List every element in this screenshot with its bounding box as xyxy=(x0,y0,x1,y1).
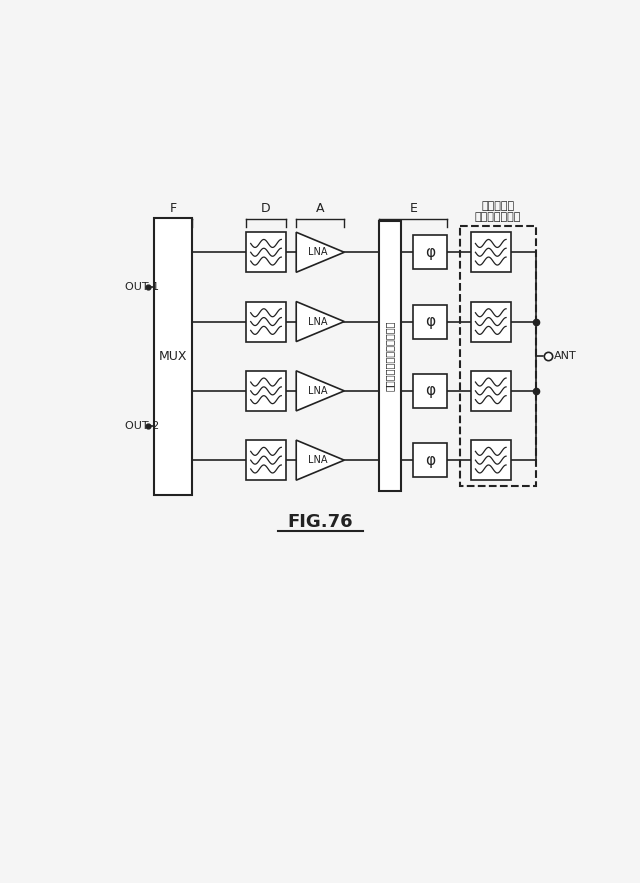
Text: F: F xyxy=(170,201,177,215)
Bar xyxy=(470,232,511,272)
Text: OUT 1: OUT 1 xyxy=(125,282,159,292)
Bar xyxy=(246,440,286,480)
Polygon shape xyxy=(296,371,344,411)
Bar xyxy=(246,232,286,272)
Bar xyxy=(154,217,193,494)
Text: LNA: LNA xyxy=(308,455,328,465)
Text: φ: φ xyxy=(425,383,435,398)
Text: A: A xyxy=(316,201,324,215)
Bar xyxy=(460,226,536,487)
Bar xyxy=(413,374,447,408)
Text: LNA: LNA xyxy=(308,317,328,327)
Bar xyxy=(246,301,286,342)
Bar xyxy=(413,305,447,338)
Text: D: D xyxy=(261,201,271,215)
Polygon shape xyxy=(296,301,344,342)
Bar xyxy=(413,443,447,477)
Text: φ: φ xyxy=(425,245,435,260)
Text: ANT: ANT xyxy=(554,351,576,361)
Text: フィルタ／
マルチプレクサ: フィルタ／ マルチプレクサ xyxy=(474,200,521,223)
Text: LNA: LNA xyxy=(308,247,328,257)
Bar xyxy=(470,440,511,480)
Text: E: E xyxy=(410,201,417,215)
Bar xyxy=(470,301,511,342)
Text: φ: φ xyxy=(425,314,435,329)
Text: MUX: MUX xyxy=(159,350,188,363)
Text: OUT 2: OUT 2 xyxy=(125,420,159,431)
Polygon shape xyxy=(296,232,344,272)
Bar xyxy=(379,222,401,491)
Text: スイッチングネットワーク: スイッチングネットワーク xyxy=(385,321,395,391)
Text: φ: φ xyxy=(425,453,435,468)
Bar xyxy=(246,371,286,411)
Text: FIG.76: FIG.76 xyxy=(287,513,353,531)
Polygon shape xyxy=(296,440,344,480)
Bar xyxy=(470,371,511,411)
Bar xyxy=(413,236,447,269)
Text: LNA: LNA xyxy=(308,386,328,396)
